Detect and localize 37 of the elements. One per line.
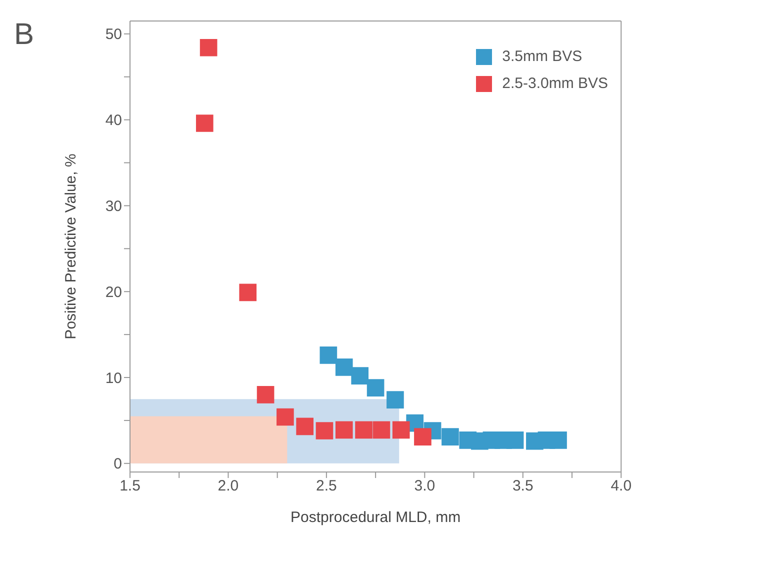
point <box>335 358 353 376</box>
point <box>442 428 459 446</box>
y-tick-label: 40 <box>105 112 122 130</box>
point <box>200 38 218 56</box>
point <box>316 422 334 440</box>
point <box>372 421 390 439</box>
point <box>296 418 314 436</box>
point <box>320 346 338 364</box>
y-tick-label: 10 <box>105 370 122 387</box>
point <box>335 421 353 439</box>
point <box>196 114 214 132</box>
point <box>414 428 432 446</box>
point <box>355 421 372 439</box>
point <box>366 379 384 396</box>
y-axis-title: Positive Predictive Value, % <box>62 154 80 340</box>
point <box>386 391 404 408</box>
x-tick-label: 3.5 <box>512 478 534 495</box>
x-tick-label: 2.0 <box>218 478 239 495</box>
point <box>276 408 294 426</box>
point <box>239 284 257 302</box>
y-tick-label: 50 <box>105 26 122 44</box>
point <box>506 432 524 449</box>
legend-label: 3.5mm BVS <box>501 48 584 65</box>
x-tick-label: 4.0 <box>610 478 632 495</box>
point <box>550 432 567 449</box>
y-tick-label: 0 <box>114 456 122 473</box>
chart-title: B <box>14 18 34 52</box>
point <box>256 386 274 404</box>
point <box>392 421 410 439</box>
x-tick-label: 1.5 <box>120 478 140 495</box>
y-tick-label: 30 <box>105 198 122 216</box>
y-tick-label: 20 <box>105 284 122 301</box>
point <box>351 367 369 384</box>
x-tick-label: 3.0 <box>414 478 436 495</box>
legend-label: 2.5-3.0mm BVS <box>501 75 608 92</box>
x-axis-title: Postprocedural MLD, mm <box>290 509 461 526</box>
x-tick-label: 2.5 <box>316 478 337 495</box>
